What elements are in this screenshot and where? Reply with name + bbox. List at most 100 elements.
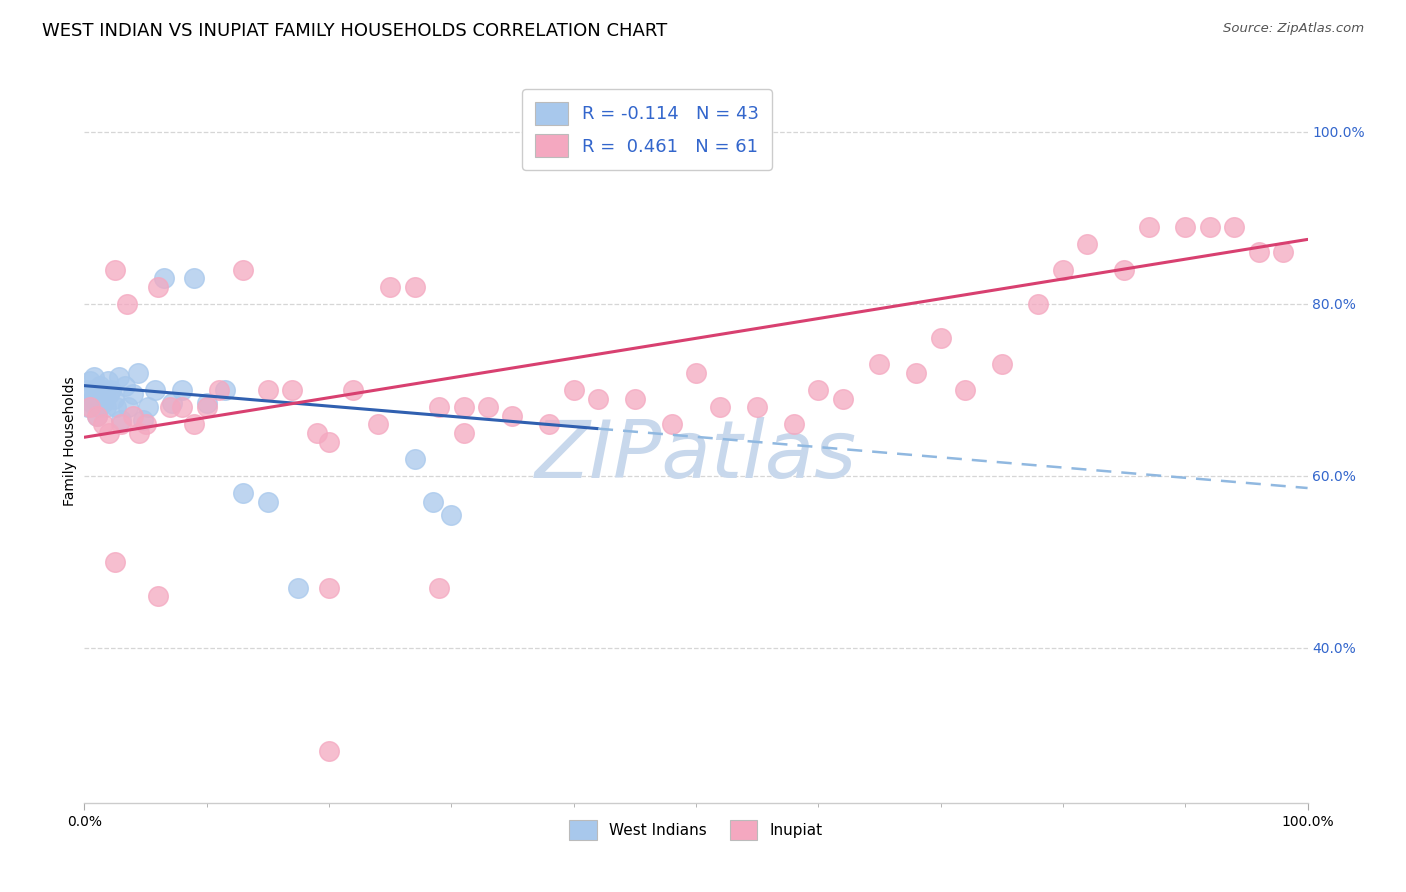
Point [93,383,115,397]
Point [97,387,120,401]
Point [342,383,364,397]
Point [172,383,194,397]
Point [135,417,157,432]
Point [287,581,309,595]
Point [87,387,110,401]
Point [91,396,114,410]
Point [107,370,129,384]
Point [104,262,127,277]
Point [232,486,254,500]
Point [1028,297,1050,311]
Point [624,392,647,406]
Point [79,400,101,414]
Point [79,375,101,389]
Point [84,383,107,397]
Point [159,400,181,414]
Point [195,400,218,414]
Point [77,387,100,401]
Point [1076,236,1098,251]
Point [1223,219,1246,234]
Point [404,279,426,293]
Point [183,417,205,432]
Point [685,366,707,380]
Point [146,279,169,293]
Point [105,400,128,414]
Point [96,400,118,414]
Point [104,555,127,569]
Point [453,400,475,414]
Point [477,400,499,414]
Point [86,409,108,423]
Point [172,400,194,414]
Point [94,387,117,401]
Text: ZIPatlas: ZIPatlas [534,417,858,495]
Point [91,417,114,432]
Point [318,434,340,449]
Point [110,413,132,427]
Point [831,392,853,406]
Point [953,383,976,397]
Point [132,413,155,427]
Point [709,400,731,414]
Point [76,383,98,397]
Point [281,383,304,397]
Point [214,383,236,397]
Point [195,396,218,410]
Point [117,400,139,414]
Point [367,417,389,432]
Point [115,297,138,311]
Point [257,494,280,508]
Point [232,262,254,277]
Point [97,375,120,389]
Point [783,417,806,432]
Point [538,417,561,432]
Point [257,383,280,397]
Point [114,378,136,392]
Point [90,392,112,406]
Point [562,383,585,397]
Point [146,590,169,604]
Point [427,581,450,595]
Point [305,425,328,440]
Point [318,581,340,595]
Point [661,417,683,432]
Point [422,494,444,508]
Point [86,409,108,423]
Point [905,366,928,380]
Point [1247,245,1270,260]
Point [83,370,105,384]
Point [97,425,120,440]
Point [991,357,1014,371]
Point [318,744,340,758]
Point [502,409,524,423]
Point [127,366,149,380]
Point [208,383,231,397]
Legend: West Indians, Inupiat: West Indians, Inupiat [564,814,828,846]
Point [427,400,450,414]
Point [82,392,104,406]
Point [440,508,463,522]
Point [1052,262,1074,277]
Point [89,378,111,392]
Text: WEST INDIAN VS INUPIAT FAMILY HOUSEHOLDS CORRELATION CHART: WEST INDIAN VS INUPIAT FAMILY HOUSEHOLDS… [42,22,668,40]
Point [77,400,100,414]
Point [1174,219,1197,234]
Point [122,387,145,401]
Point [380,279,402,293]
Y-axis label: Family Households: Family Households [63,376,77,507]
Point [1198,219,1220,234]
Point [747,400,769,414]
Point [453,425,475,440]
Point [143,383,166,397]
Text: Source: ZipAtlas.com: Source: ZipAtlas.com [1223,22,1364,36]
Point [586,392,609,406]
Point [807,383,830,397]
Point [153,271,176,285]
Point [110,417,132,432]
Point [1272,245,1295,260]
Point [162,396,184,410]
Point [1114,262,1136,277]
Point [183,271,205,285]
Point [100,383,122,397]
Point [103,392,125,406]
